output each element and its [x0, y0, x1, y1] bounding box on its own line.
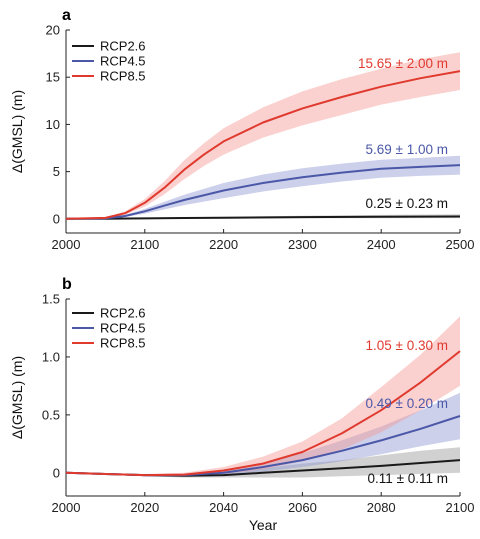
- data-annotation: 0.25 ± 0.23 m: [366, 196, 448, 211]
- x-tick-label: 2040: [209, 500, 238, 515]
- legend-label: RCP2.6: [100, 39, 146, 54]
- data-annotation: 0.11 ± 0.11 m: [368, 471, 448, 486]
- panel-label: b: [62, 276, 72, 293]
- x-tick-label: 2200: [209, 237, 238, 252]
- legend-label: RCP8.5: [100, 336, 146, 351]
- y-tick-label: 10: [46, 117, 60, 132]
- legend-label: RCP8.5: [100, 69, 146, 84]
- x-tick-label: 2100: [446, 500, 475, 515]
- line-rcp4-5: [65, 164, 461, 220]
- y-tick-label: 20: [46, 23, 60, 38]
- data-annotation: 0.49 ± 0.20 m: [366, 396, 448, 411]
- band-rcp2-6: [66, 447, 460, 478]
- x-tick-label: 2000: [52, 500, 81, 515]
- x-tick-label: 2020: [130, 500, 159, 515]
- panel-b: b 2000 2020 2040 2060 2080 2100 0 0.5 1.0 1.5 Δ(GMS…: [9, 276, 474, 533]
- band-rcp4-5: [66, 392, 460, 477]
- x-tick-label: 2000: [52, 237, 81, 252]
- x-tick-label: 2080: [367, 500, 396, 515]
- data-annotation: 5.69 ± 1.00 m: [366, 142, 448, 157]
- y-tick-label: 0: [53, 211, 60, 226]
- line-rcp2-6: [65, 215, 461, 220]
- x-tick-label: 2300: [288, 237, 317, 252]
- x-axis-title: Year: [249, 517, 278, 533]
- band-rcp8-5: [66, 52, 460, 219]
- y-tick-label: 5: [53, 164, 60, 179]
- data-annotation: 1.05 ± 0.30 m: [366, 338, 448, 353]
- y-tick-label: 1.0: [42, 349, 60, 364]
- x-tick-label: 2060: [288, 500, 317, 515]
- y-tick-label: 0.5: [42, 407, 60, 422]
- y-tick-label: 15: [46, 70, 60, 85]
- y-tick-label: 1.5: [42, 292, 60, 307]
- line-rcp8-5: [65, 350, 461, 477]
- band-rcp8-5: [66, 316, 460, 477]
- data-annotation: 15.65 ± 2.00 m: [358, 56, 448, 71]
- line-rcp8-5: [65, 70, 461, 220]
- panel-a: a 2000 2100 2200 2300 2400 2500 0 5 10 15 20 Δ(GMSL)…: [9, 7, 474, 252]
- y-axis-title: Δ(GMSL) (m): [9, 90, 25, 173]
- panel-label: a: [62, 7, 71, 24]
- y-tick-label: 0: [53, 465, 60, 480]
- legend-label: RCP4.5: [100, 54, 146, 69]
- x-tick-label: 2100: [130, 237, 159, 252]
- legend-label: RCP4.5: [100, 321, 146, 336]
- y-axis-title: Δ(GMSL) (m): [9, 356, 25, 439]
- x-tick-label: 2400: [367, 237, 396, 252]
- legend-label: RCP2.6: [100, 306, 146, 321]
- x-tick-label: 2500: [446, 237, 475, 252]
